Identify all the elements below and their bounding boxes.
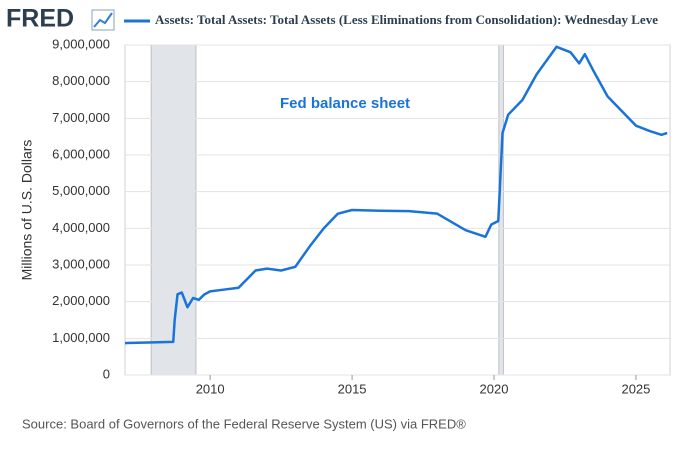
y-tick-label: 2,000,000: [52, 293, 110, 308]
x-tick-label: 2015: [338, 381, 367, 396]
line-series: [124, 45, 668, 345]
x-tick-label: 2020: [480, 381, 509, 396]
y-tick-label: 8,000,000: [52, 73, 110, 88]
y-tick-label: 5,000,000: [52, 183, 110, 198]
source-note: Source: Board of Governors of the Federa…: [22, 416, 466, 431]
x-tick-label: 2025: [621, 381, 650, 396]
x-tick-label: 2010: [196, 381, 225, 396]
legend-label: Assets: Total Assets: Total Assets (Less…: [155, 12, 658, 27]
brand-logo[interactable]: FRED: [6, 5, 74, 33]
y-tick-label: 6,000,000: [52, 146, 110, 161]
logo-icon: [91, 9, 115, 31]
y-tick-label: 9,000,000: [52, 36, 110, 51]
annotation: Fed balance sheet: [280, 95, 410, 112]
y-tick-label: 7,000,000: [52, 110, 110, 125]
y-tick-label: 4,000,000: [52, 220, 110, 235]
y-tick-label: 3,000,000: [52, 256, 110, 271]
y-tick-label: 1,000,000: [52, 330, 110, 345]
y-tick-label: 0: [103, 366, 110, 381]
y-axis-label: Millions of U.S. Dollars: [19, 140, 35, 281]
